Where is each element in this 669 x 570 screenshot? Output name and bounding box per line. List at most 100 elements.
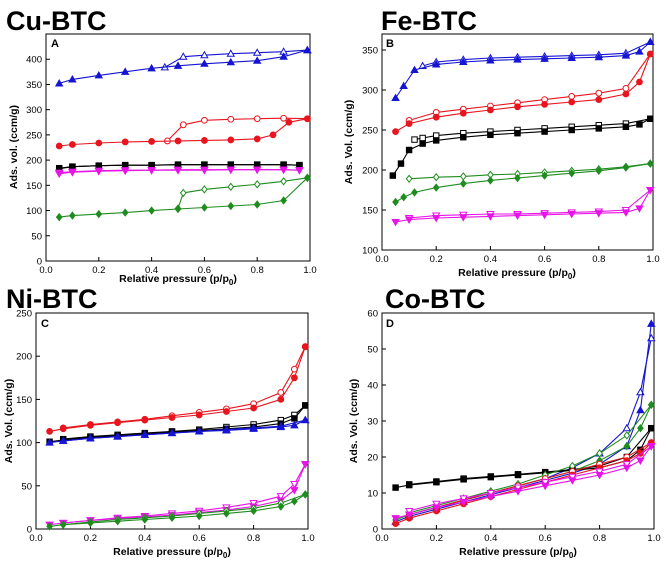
adsorption-point	[114, 517, 121, 526]
desorption-point	[280, 114, 287, 122]
x-tick-label: 0.6	[539, 533, 552, 544]
adsorption-point	[647, 115, 654, 123]
adsorption-point	[252, 56, 262, 64]
adsorption-point	[541, 101, 548, 108]
adsorption-point	[621, 209, 631, 217]
adsorption-point	[404, 216, 414, 225]
panel-letter: B	[386, 38, 394, 50]
adsorption-point	[226, 57, 236, 66]
adsorption-point	[301, 490, 309, 499]
adsorption-point	[250, 506, 257, 516]
adsorption-point	[290, 487, 299, 495]
series-black	[55, 161, 303, 172]
y-tick-label: 250	[26, 130, 42, 141]
adsorption-point	[513, 55, 522, 63]
adsorption-point	[595, 125, 603, 132]
desorption-point	[459, 495, 468, 503]
desorption-point	[513, 484, 523, 493]
adsorption-point	[623, 441, 631, 451]
series-magenta	[391, 443, 656, 523]
x-tick-label: 1.0	[301, 533, 314, 544]
adsorption-point	[280, 196, 287, 205]
series-magenta	[391, 186, 655, 227]
adsorption-point	[295, 167, 304, 175]
desorption-point	[201, 116, 208, 124]
adsorption-point	[635, 205, 644, 213]
desorption-point	[179, 188, 187, 198]
panel-title: Fe-BTC	[381, 6, 477, 36]
adsorption-point	[301, 461, 310, 469]
adsorption-point	[174, 204, 182, 214]
x-tick-label: 1.0	[647, 533, 660, 544]
adsorption-line	[59, 177, 308, 218]
adsorption-point	[405, 146, 413, 154]
adsorption-point	[405, 120, 413, 127]
desorption-line	[63, 493, 306, 526]
adsorption-point	[635, 47, 644, 55]
adsorption-point	[58, 436, 68, 444]
adsorption-point	[637, 423, 644, 433]
adsorption-point	[120, 67, 130, 75]
y-tick-label: 100	[26, 206, 42, 217]
x-axis-label: Relative pressure (p/p0)	[458, 267, 576, 281]
desorption-line	[422, 41, 651, 67]
adsorption-point	[227, 161, 235, 168]
adsorption-point	[595, 166, 603, 176]
adsorption-point	[567, 210, 576, 219]
desorption-point	[200, 50, 209, 59]
adsorption-point	[86, 433, 95, 442]
desorption-point	[568, 93, 576, 100]
series-layer	[391, 319, 656, 527]
desorption-point	[622, 423, 632, 432]
adsorption-point	[568, 168, 576, 178]
series-red	[55, 114, 311, 150]
x-tick-label: 0.4	[484, 254, 497, 265]
adsorption-point	[290, 420, 299, 429]
adsorption-point	[487, 106, 494, 114]
adsorption-point	[392, 128, 399, 135]
adsorption-point	[594, 52, 604, 61]
y-tick-label: 20	[367, 453, 378, 464]
y-tick-label: 150	[16, 395, 32, 406]
adsorption-point	[87, 518, 94, 528]
desorption-point	[540, 479, 550, 487]
panel-ni-btc: Ni-BTC C 0.0 0.2 0.4 0.6 0.8 1.0 0 50 100 150 200 2…	[3, 284, 315, 560]
panel-title: Cu-BTC	[6, 6, 106, 36]
adsorption-point	[167, 428, 177, 437]
panel-fe-btc: Fe-BTC B 0.0 0.2 0.4 0.6 0.8 1.0 100 150 200 250 3…	[343, 6, 660, 281]
adsorption-point	[285, 118, 293, 126]
adsorption-point	[252, 166, 262, 175]
x-tick-label: 0.2	[430, 254, 443, 265]
adsorption-point	[280, 161, 287, 168]
panel-co-btc: Co-BTC D 0.0 0.2 0.4 0.6 0.8 1.0 0 10 20 30 40 50 60…	[348, 284, 661, 560]
adsorption-point	[195, 411, 203, 419]
adsorption-point	[269, 131, 277, 139]
adsorption-point	[291, 497, 298, 506]
adsorption-point	[148, 161, 155, 169]
x-tick-label: 1.0	[646, 254, 659, 265]
adsorption-point	[410, 65, 419, 74]
x-tick-label: 0.0	[375, 533, 388, 544]
adsorption-point	[391, 515, 400, 523]
adsorption-point	[296, 161, 303, 169]
adsorption-line	[395, 323, 652, 523]
adsorption-point	[201, 137, 208, 144]
adsorption-point	[514, 129, 521, 137]
series-black	[392, 424, 655, 491]
adsorption-point	[392, 484, 399, 491]
adsorption-point	[303, 45, 312, 54]
desorption-point	[227, 115, 235, 123]
desorption-point	[432, 500, 441, 509]
y-axis-label: Ads. vol. (ccm/g)	[8, 105, 20, 189]
adsorption-point	[431, 214, 441, 223]
adsorption-point	[148, 138, 155, 145]
adsorption-point	[647, 319, 656, 327]
adsorption-point	[487, 473, 495, 481]
desorption-point	[227, 182, 235, 192]
series-blue	[391, 319, 656, 525]
y-axis-label: Ads. Vol. (ccm/g)	[343, 100, 355, 184]
series-green	[46, 490, 309, 531]
desorption-point	[253, 115, 261, 123]
adsorption-point	[68, 74, 77, 83]
adsorption-point	[301, 343, 309, 351]
